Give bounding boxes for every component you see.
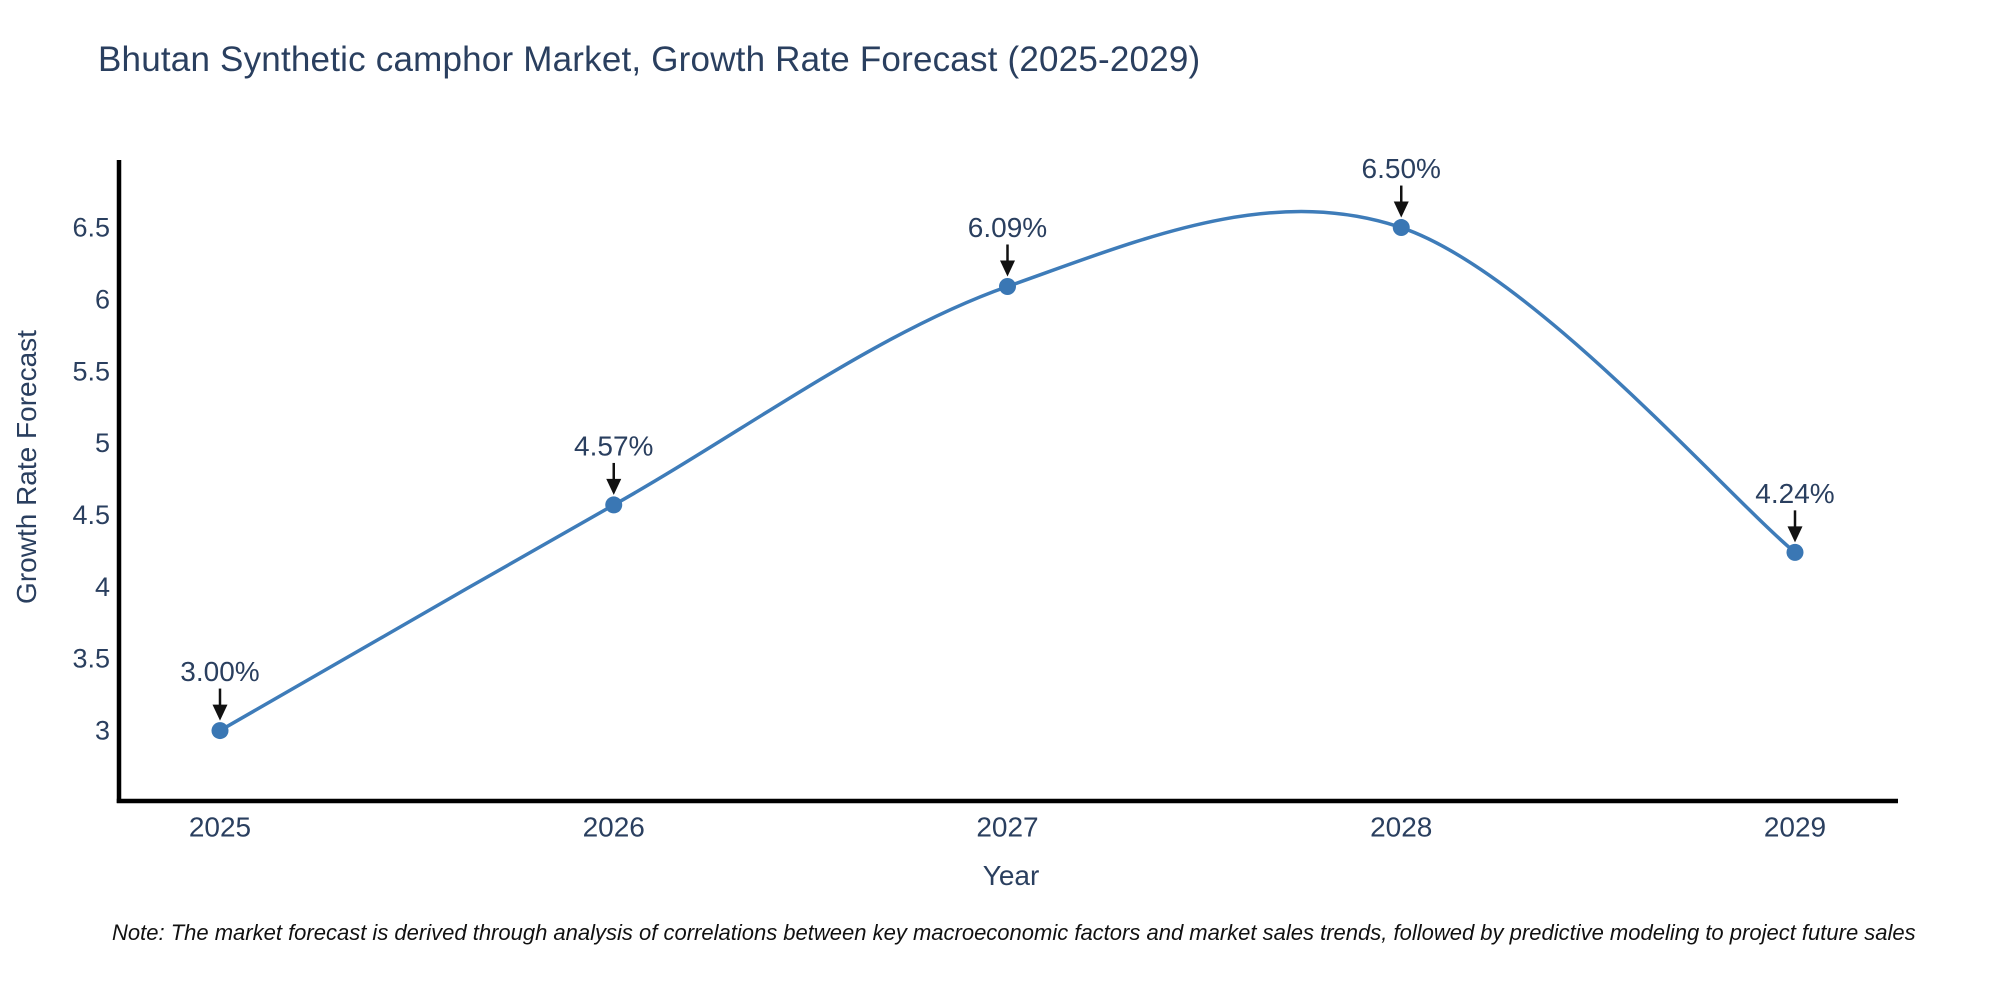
x-tick-label: 2025 — [189, 812, 251, 843]
point-value-label: 3.00% — [180, 656, 259, 687]
x-tick-label: 2027 — [976, 812, 1038, 843]
y-tick-label: 5 — [95, 428, 110, 458]
data-point-marker — [1786, 543, 1804, 561]
annotation-arrowhead-icon — [1000, 260, 1015, 277]
point-value-label: 4.24% — [1755, 478, 1834, 509]
y-tick-label: 4 — [95, 572, 110, 602]
chart-title: Bhutan Synthetic camphor Market, Growth … — [98, 40, 1201, 79]
data-point-marker — [1392, 219, 1410, 237]
point-value-label: 6.09% — [968, 212, 1047, 243]
y-tick-label: 6.5 — [72, 213, 110, 243]
annotation-arrowhead-icon — [212, 704, 228, 721]
point-value-label: 6.50% — [1362, 153, 1441, 184]
y-tick-label: 3.5 — [72, 644, 110, 674]
annotation-arrowhead-icon — [1393, 201, 1409, 218]
data-point-marker — [605, 496, 623, 514]
annotation-arrowhead-icon — [606, 478, 622, 495]
y-tick-label: 4.5 — [72, 500, 110, 530]
y-axis-title: Growth Rate Forecast — [11, 330, 42, 604]
data-point-marker — [211, 722, 229, 740]
x-axis-title: Year — [982, 860, 1040, 891]
y-tick-label: 3 — [95, 716, 110, 746]
y-tick-label: 6 — [95, 284, 110, 314]
point-value-label: 4.57% — [574, 430, 653, 461]
x-tick-label: 2029 — [1764, 812, 1826, 843]
chart-footnote: Note: The market forecast is derived thr… — [112, 920, 1916, 945]
annotation-arrowhead-icon — [1787, 526, 1803, 543]
data-point-marker — [999, 277, 1016, 295]
y-tick-label: 5.5 — [72, 356, 110, 386]
x-tick-label: 2026 — [583, 812, 645, 843]
x-tick-label: 2028 — [1370, 812, 1432, 843]
series-layer: 3 3.5 4 4.5 5 5.5 6 6.5 2025 2026 2027 2028 2029 3.00… — [72, 153, 1834, 842]
